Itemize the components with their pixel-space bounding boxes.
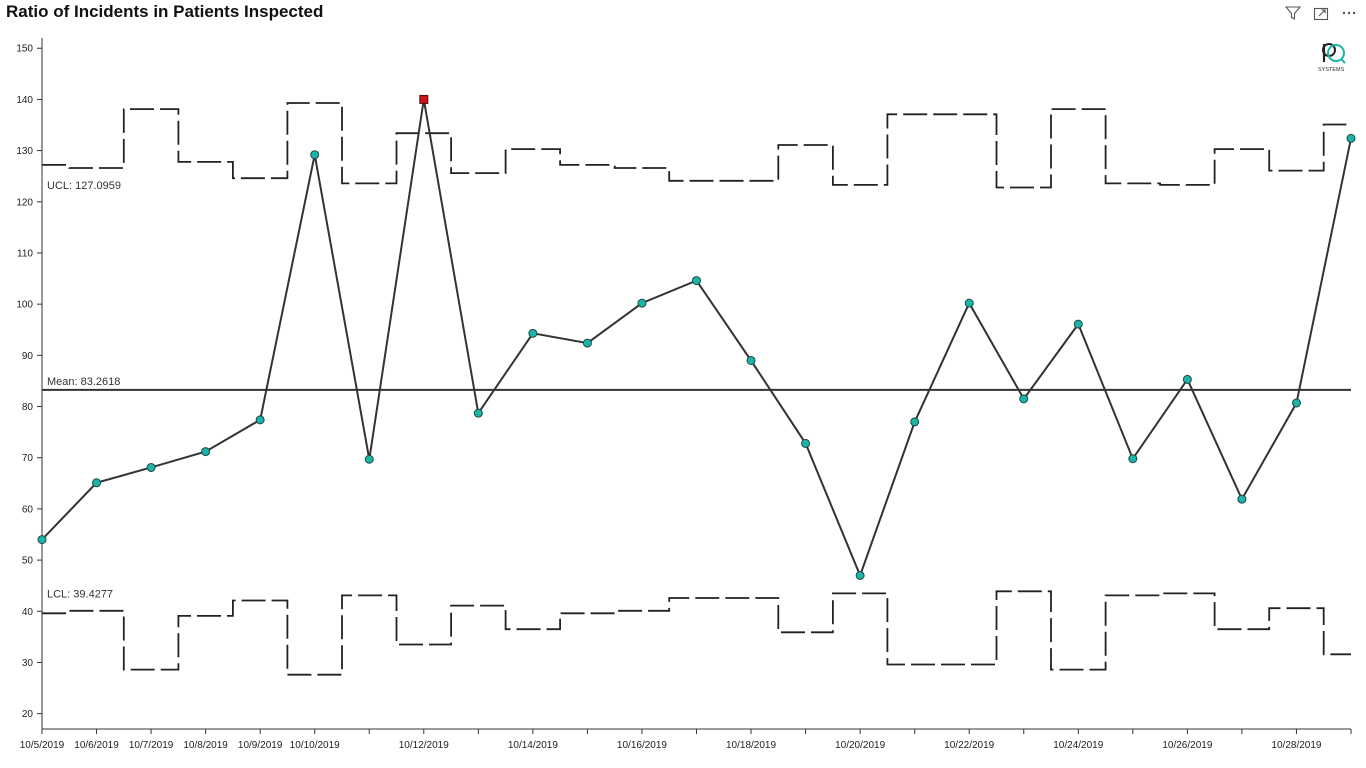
x-tick-label: 10/22/2019 <box>944 740 994 751</box>
y-tick-label: 130 <box>16 146 33 157</box>
x-tick-label: 10/6/2019 <box>74 740 119 751</box>
data-point[interactable] <box>582 338 592 348</box>
lcl-line <box>42 590 1351 676</box>
y-tick-label: 100 <box>16 300 33 311</box>
data-point[interactable] <box>201 447 211 457</box>
data-point[interactable] <box>473 408 483 418</box>
data-point[interactable] <box>1237 494 1247 504</box>
x-tick-label: 10/10/2019 <box>290 740 340 751</box>
y-tick-label: 90 <box>22 351 34 362</box>
data-point[interactable] <box>637 298 647 308</box>
control-limits <box>42 102 1351 676</box>
data-point[interactable] <box>855 570 865 580</box>
data-point[interactable] <box>1128 454 1138 464</box>
data-point[interactable] <box>910 417 920 427</box>
y-tick-label: 30 <box>22 658 34 669</box>
data-point[interactable] <box>1019 394 1029 404</box>
svg-text:SYSTEMS: SYSTEMS <box>1318 67 1345 73</box>
ucl-line <box>42 102 1351 189</box>
x-tick-label: 10/16/2019 <box>617 740 667 751</box>
data-point[interactable] <box>1073 319 1083 329</box>
y-tick-label: 20 <box>22 709 34 720</box>
x-tick-label: 10/28/2019 <box>1271 740 1321 751</box>
x-tick-label: 10/14/2019 <box>508 740 558 751</box>
y-tick-label: 50 <box>22 556 34 567</box>
brand-logo: SYSTEMS <box>1314 40 1354 76</box>
filter-icon[interactable] <box>1284 4 1302 22</box>
x-tick-label: 10/12/2019 <box>399 740 449 751</box>
data-point[interactable] <box>146 462 156 472</box>
x-tick-label: 10/5/2019 <box>20 740 65 751</box>
data-series <box>37 94 1356 580</box>
y-tick-label: 80 <box>22 402 34 413</box>
x-tick-label: 10/26/2019 <box>1162 740 1212 751</box>
data-point[interactable] <box>1346 133 1356 143</box>
x-tick-label: 10/24/2019 <box>1053 740 1103 751</box>
data-point[interactable] <box>1291 398 1301 408</box>
x-tick-label: 10/9/2019 <box>238 740 283 751</box>
data-line <box>41 99 1352 579</box>
data-point[interactable] <box>801 438 811 448</box>
y-tick-label: 140 <box>16 95 33 106</box>
more-options-icon[interactable] <box>1340 4 1358 22</box>
data-point[interactable] <box>528 328 538 338</box>
x-tick-label: 10/18/2019 <box>726 740 776 751</box>
y-tick-label: 60 <box>22 504 34 515</box>
ucl-label: UCL: 127.0959 <box>47 180 121 192</box>
x-tick-label: 10/8/2019 <box>183 740 228 751</box>
y-tick-label: 40 <box>22 607 34 618</box>
data-point[interactable] <box>964 298 974 308</box>
visual-toolbar <box>1284 4 1358 22</box>
chart-axes: 20 30 40 50 60 70 80 90 100 110 120 130 140 150 10/5/2… <box>16 38 1352 751</box>
lcl-label: LCL: 39.4277 <box>47 588 113 600</box>
data-point[interactable] <box>37 535 47 545</box>
focus-mode-icon[interactable] <box>1312 4 1330 22</box>
data-point[interactable] <box>746 355 756 365</box>
mean-label: Mean: 83.2618 <box>47 376 120 388</box>
chart-title: Ratio of Incidents in Patients Inspected <box>6 2 324 21</box>
x-tick-label: 10/7/2019 <box>129 740 174 751</box>
out-of-control-point[interactable] <box>419 94 429 104</box>
y-tick-label: 70 <box>22 453 34 464</box>
x-tick-label: 10/20/2019 <box>835 740 885 751</box>
y-tick-label: 110 <box>17 248 33 259</box>
data-point[interactable] <box>1182 374 1192 384</box>
data-point[interactable] <box>364 454 374 464</box>
data-point[interactable] <box>692 276 701 286</box>
y-tick-label: 120 <box>16 197 33 208</box>
limit-annotations: UCL: 127.0959 Mean: 83.2618 LCL: 39.4277 <box>47 180 121 600</box>
data-point[interactable] <box>255 415 265 425</box>
data-point[interactable] <box>310 150 320 160</box>
data-point[interactable] <box>92 478 102 488</box>
y-tick-label: 150 <box>16 44 33 55</box>
